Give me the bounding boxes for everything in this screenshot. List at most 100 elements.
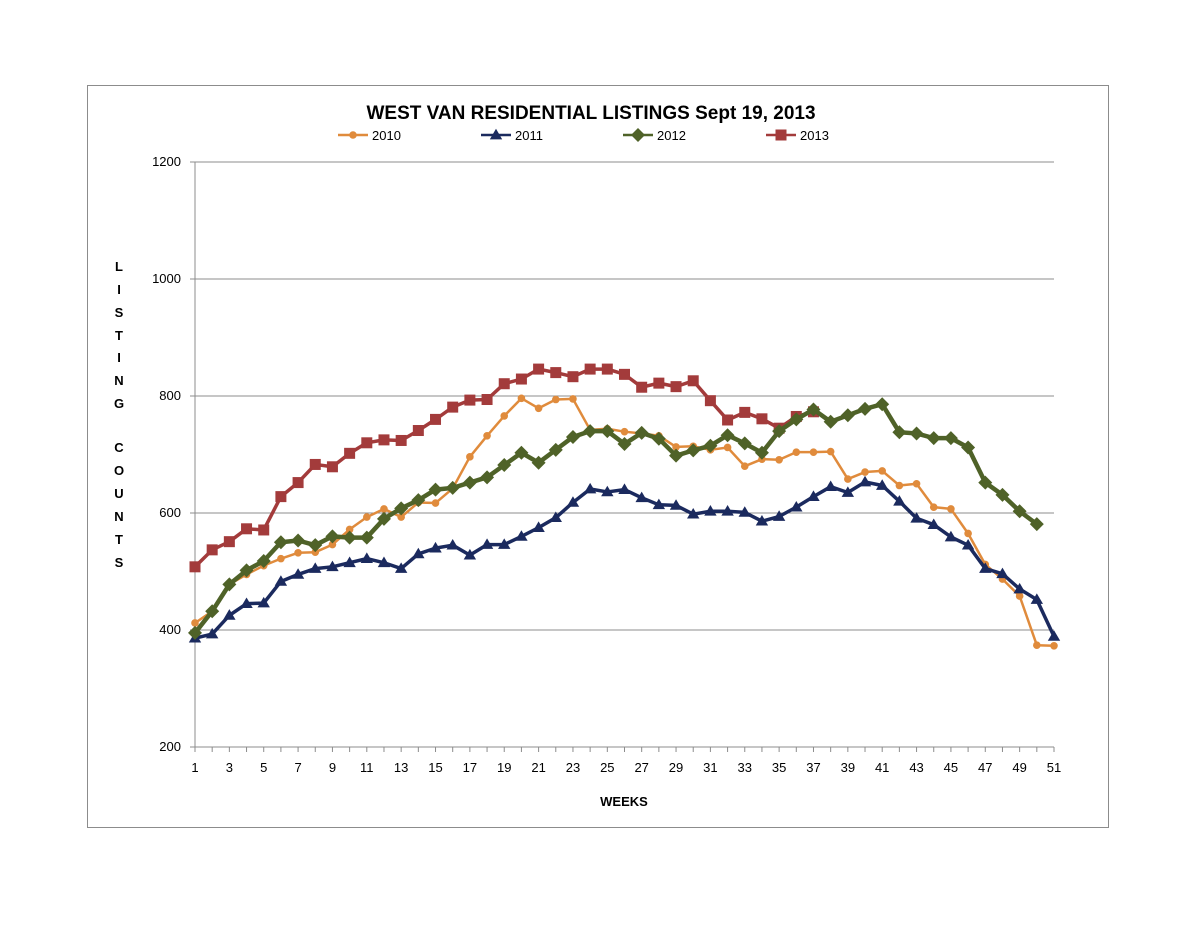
data-point-2010 [431, 499, 440, 507]
data-point-2012 [651, 431, 666, 446]
data-point-2012 [995, 487, 1010, 502]
data-point-2012 [720, 428, 735, 443]
data-point-2011 [618, 483, 631, 494]
data-point-2011 [274, 575, 288, 586]
data-point-2013 [412, 425, 424, 437]
data-point-2013 [533, 363, 545, 375]
data-point-2010 [844, 475, 852, 483]
y-axis-title-letter: T [115, 532, 123, 547]
data-point-2011 [532, 521, 545, 532]
y-tick-label: 600 [159, 505, 181, 520]
data-point-2011 [394, 562, 408, 573]
data-point-2012 [617, 436, 632, 451]
data-point-2011 [566, 496, 580, 507]
data-point-2012 [600, 424, 615, 439]
data-point-2012 [840, 408, 855, 423]
y-tick-label: 400 [159, 622, 181, 637]
legend-marker [631, 128, 645, 142]
y-tick-label: 1200 [152, 154, 181, 169]
data-point-2010 [929, 503, 938, 511]
data-point-2013 [223, 536, 235, 548]
data-point-2012 [978, 475, 993, 490]
series-layer [188, 363, 1061, 650]
data-point-2013 [430, 413, 442, 425]
data-point-2012 [686, 443, 701, 458]
data-point-2013 [584, 363, 596, 375]
data-point-2010 [363, 513, 371, 521]
legend-item-2012: 2012 [623, 128, 686, 143]
x-tick-label: 41 [875, 760, 889, 775]
data-point-2013 [344, 447, 356, 459]
legend-marker [775, 129, 787, 141]
x-tick-label: 13 [394, 760, 408, 775]
x-tick-label: 9 [329, 760, 336, 775]
data-point-2013 [464, 394, 476, 406]
data-point-2010 [861, 468, 869, 476]
y-axis-title-letter: T [115, 328, 123, 343]
x-tick-label: 49 [1012, 760, 1026, 775]
data-point-2012 [205, 604, 220, 619]
data-point-2012 [480, 470, 495, 485]
data-point-2010 [277, 554, 285, 563]
data-point-2012 [548, 442, 563, 457]
data-point-2012 [703, 438, 718, 453]
data-point-2012 [1012, 504, 1027, 519]
x-tick-label: 29 [669, 760, 683, 775]
x-tick-label: 51 [1047, 760, 1061, 775]
legend: 2010 2011 2012 2013 [338, 128, 829, 143]
x-tick-label: 45 [944, 760, 958, 775]
data-point-2013 [326, 461, 338, 473]
y-axis-title-letter: I [117, 282, 121, 297]
y-axis-title-letter: G [114, 396, 124, 411]
data-point-2010 [620, 427, 629, 436]
data-point-2011 [961, 538, 975, 550]
y-axis-title-letter: N [114, 373, 123, 388]
x-tick-label: 3 [226, 760, 233, 775]
series-2012 [188, 397, 1044, 640]
data-point-2013 [395, 434, 407, 446]
legend-item-2010: 2010 [338, 128, 401, 143]
x-tick-label: 1 [191, 760, 198, 775]
data-point-2012 [961, 440, 976, 455]
data-point-2012 [565, 429, 580, 444]
data-point-2013 [636, 381, 648, 393]
data-point-2010 [191, 619, 199, 627]
data-point-2011 [429, 541, 442, 553]
data-point-2013 [722, 414, 734, 426]
data-point-2012 [754, 445, 769, 460]
data-point-2011 [910, 512, 923, 523]
y-axis-title-letter: U [114, 486, 123, 501]
data-point-2011 [790, 500, 803, 512]
data-point-2011 [1047, 630, 1061, 641]
data-point-2012 [256, 553, 271, 568]
data-point-2011 [944, 530, 958, 542]
data-point-2011 [979, 562, 992, 573]
x-tick-label: 23 [566, 760, 580, 775]
y-axis-title-letter: S [115, 305, 124, 320]
data-point-2011 [652, 498, 666, 510]
chart-title: WEST VAN RESIDENTIAL LISTINGS Sept 19, 2… [366, 103, 815, 124]
data-point-2011 [549, 511, 562, 523]
data-point-2010 [964, 529, 972, 538]
data-point-2011 [377, 556, 391, 568]
x-tick-label: 43 [909, 760, 923, 775]
data-point-2010 [1015, 592, 1024, 600]
y-axis-title-letter: O [114, 463, 124, 478]
y-axis-title-letter: C [114, 440, 124, 455]
data-point-2010 [947, 505, 955, 513]
data-point-2010 [809, 448, 818, 456]
data-point-2012 [222, 577, 237, 592]
x-tick-label: 31 [703, 760, 717, 775]
series-line-2012 [193, 401, 1039, 635]
data-point-2011 [515, 530, 528, 541]
data-point-2012 [462, 475, 477, 490]
data-point-2011 [309, 562, 322, 573]
data-point-2010 [792, 448, 801, 456]
data-point-2013 [241, 523, 253, 535]
data-point-2011 [205, 627, 219, 639]
data-point-2011 [669, 499, 683, 510]
data-point-2010 [1033, 641, 1041, 650]
data-point-2010 [1050, 641, 1058, 650]
series-line-2011 [194, 480, 1056, 640]
